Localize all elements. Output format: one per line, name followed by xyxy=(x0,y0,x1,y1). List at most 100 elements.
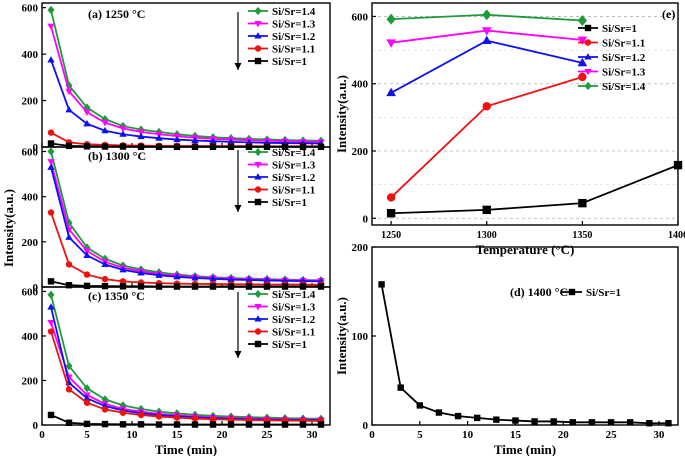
legend: Si/Sr=1.4Si/Sr=1.3Si/Sr=1.2Si/Sr=1.1Si/S… xyxy=(248,289,316,351)
data-point xyxy=(47,163,55,170)
panel-label: (a) 1250 °C xyxy=(88,7,145,21)
series-si-sr-1-1 xyxy=(386,72,587,202)
series-line xyxy=(50,167,322,283)
data-point xyxy=(263,421,271,428)
data-point xyxy=(47,290,55,299)
data-point xyxy=(386,87,396,97)
legend-marker xyxy=(254,198,262,206)
data-point xyxy=(155,134,163,141)
data-point xyxy=(588,419,596,426)
x-tick-label: 30 xyxy=(653,429,665,441)
legend-marker xyxy=(254,186,262,193)
x-tick-label: 0 xyxy=(39,429,45,441)
data-point xyxy=(101,420,109,428)
x-tick-label: 5 xyxy=(84,429,90,441)
legend: Si/Sr=1 Si/Sr=1.1 Si/Sr=1.2 Si/Sr=1.3 Si/Sr=… xyxy=(578,23,646,93)
data-point xyxy=(119,125,127,133)
legend-marker xyxy=(254,173,262,180)
data-point xyxy=(83,119,91,127)
legend-marker xyxy=(254,315,262,322)
data-point xyxy=(435,409,443,416)
y-tick-label: 0 xyxy=(33,420,39,432)
series-line xyxy=(50,59,322,145)
data-point xyxy=(416,402,424,409)
legend-marker xyxy=(254,289,262,299)
data-point xyxy=(386,193,396,202)
legend-label: Si/Sr=1.4 xyxy=(272,6,316,18)
data-point xyxy=(83,282,91,290)
data-point xyxy=(83,251,91,258)
data-point xyxy=(578,198,587,208)
data-point xyxy=(119,265,127,273)
x-tick-label: 1300 xyxy=(477,230,497,241)
data-point xyxy=(577,15,587,26)
data-point xyxy=(191,274,199,281)
data-point xyxy=(137,411,145,419)
legend-marker xyxy=(254,57,262,65)
series-si-sr-1-2 xyxy=(47,56,325,147)
series-line xyxy=(50,331,322,422)
data-point xyxy=(481,27,492,36)
data-point xyxy=(607,419,615,426)
data-point xyxy=(281,421,289,428)
data-point xyxy=(65,142,73,150)
data-point xyxy=(65,386,73,393)
data-point xyxy=(577,57,588,67)
data-point xyxy=(299,421,307,428)
data-point xyxy=(386,13,396,25)
data-point xyxy=(65,419,73,426)
legend-label: Si/Sr=1.3 xyxy=(272,19,316,31)
y-tick-label: 200 xyxy=(352,146,369,158)
legend-label: Si/Sr=1.1 xyxy=(272,327,315,339)
legend-label: Si/Sr=1.4 xyxy=(272,147,316,159)
series-line xyxy=(50,294,322,420)
data-point xyxy=(550,418,557,425)
legend: Si/Sr=1.4Si/Sr=1.3Si/Sr=1.2Si/Sr=1.1Si/S… xyxy=(248,147,316,209)
data-point xyxy=(531,418,538,425)
legend-label: Si/Sr=1.2 xyxy=(272,172,316,184)
series-si-sr-1-4 xyxy=(386,9,587,26)
data-point xyxy=(47,5,55,15)
data-point xyxy=(47,278,55,285)
y-tick-label: 400 xyxy=(22,192,39,204)
y-tick-label: 400 xyxy=(22,331,39,343)
trend-arrow-head xyxy=(234,351,242,358)
data-point xyxy=(173,414,181,421)
series-si-sr-1 xyxy=(378,281,672,427)
series-si-sr-1-2 xyxy=(386,35,588,97)
data-point xyxy=(119,130,127,137)
panel-label: (b) 1300 °C xyxy=(88,149,146,163)
series-line xyxy=(390,76,583,199)
legend-marker xyxy=(254,6,262,16)
y-tick-label: 400 xyxy=(352,79,369,91)
data-point xyxy=(281,277,289,284)
series-line xyxy=(50,212,322,286)
legend-label: Si/Sr=1.2 xyxy=(272,31,316,43)
data-point xyxy=(83,109,91,117)
x-tick-label: 25 xyxy=(606,429,618,441)
series-line xyxy=(50,414,321,426)
data-point xyxy=(101,260,109,267)
legend-marker xyxy=(584,81,592,91)
data-point xyxy=(101,282,109,290)
legend-marker xyxy=(584,39,592,46)
data-point xyxy=(473,414,481,422)
legend: Si/Sr=1.4Si/Sr=1.3Si/Sr=1.2Si/Sr=1.1Si/S… xyxy=(248,6,316,68)
x-tick-label: 1350 xyxy=(572,230,592,241)
axes-frame xyxy=(371,2,679,226)
x-tick-label: 30 xyxy=(307,429,319,441)
y-tick-label: 0 xyxy=(33,282,39,294)
legend-marker xyxy=(254,45,262,52)
data-point xyxy=(173,421,181,428)
data-point xyxy=(47,159,55,166)
y-tick-label: 600 xyxy=(352,11,369,23)
x-tick-label: 5 xyxy=(417,429,423,441)
data-point xyxy=(454,412,462,420)
data-point xyxy=(47,303,55,310)
data-point xyxy=(481,35,492,45)
legend-marker xyxy=(584,68,592,76)
data-point xyxy=(137,421,145,428)
series-si-sr-1 xyxy=(386,160,683,218)
data-point xyxy=(578,72,587,82)
